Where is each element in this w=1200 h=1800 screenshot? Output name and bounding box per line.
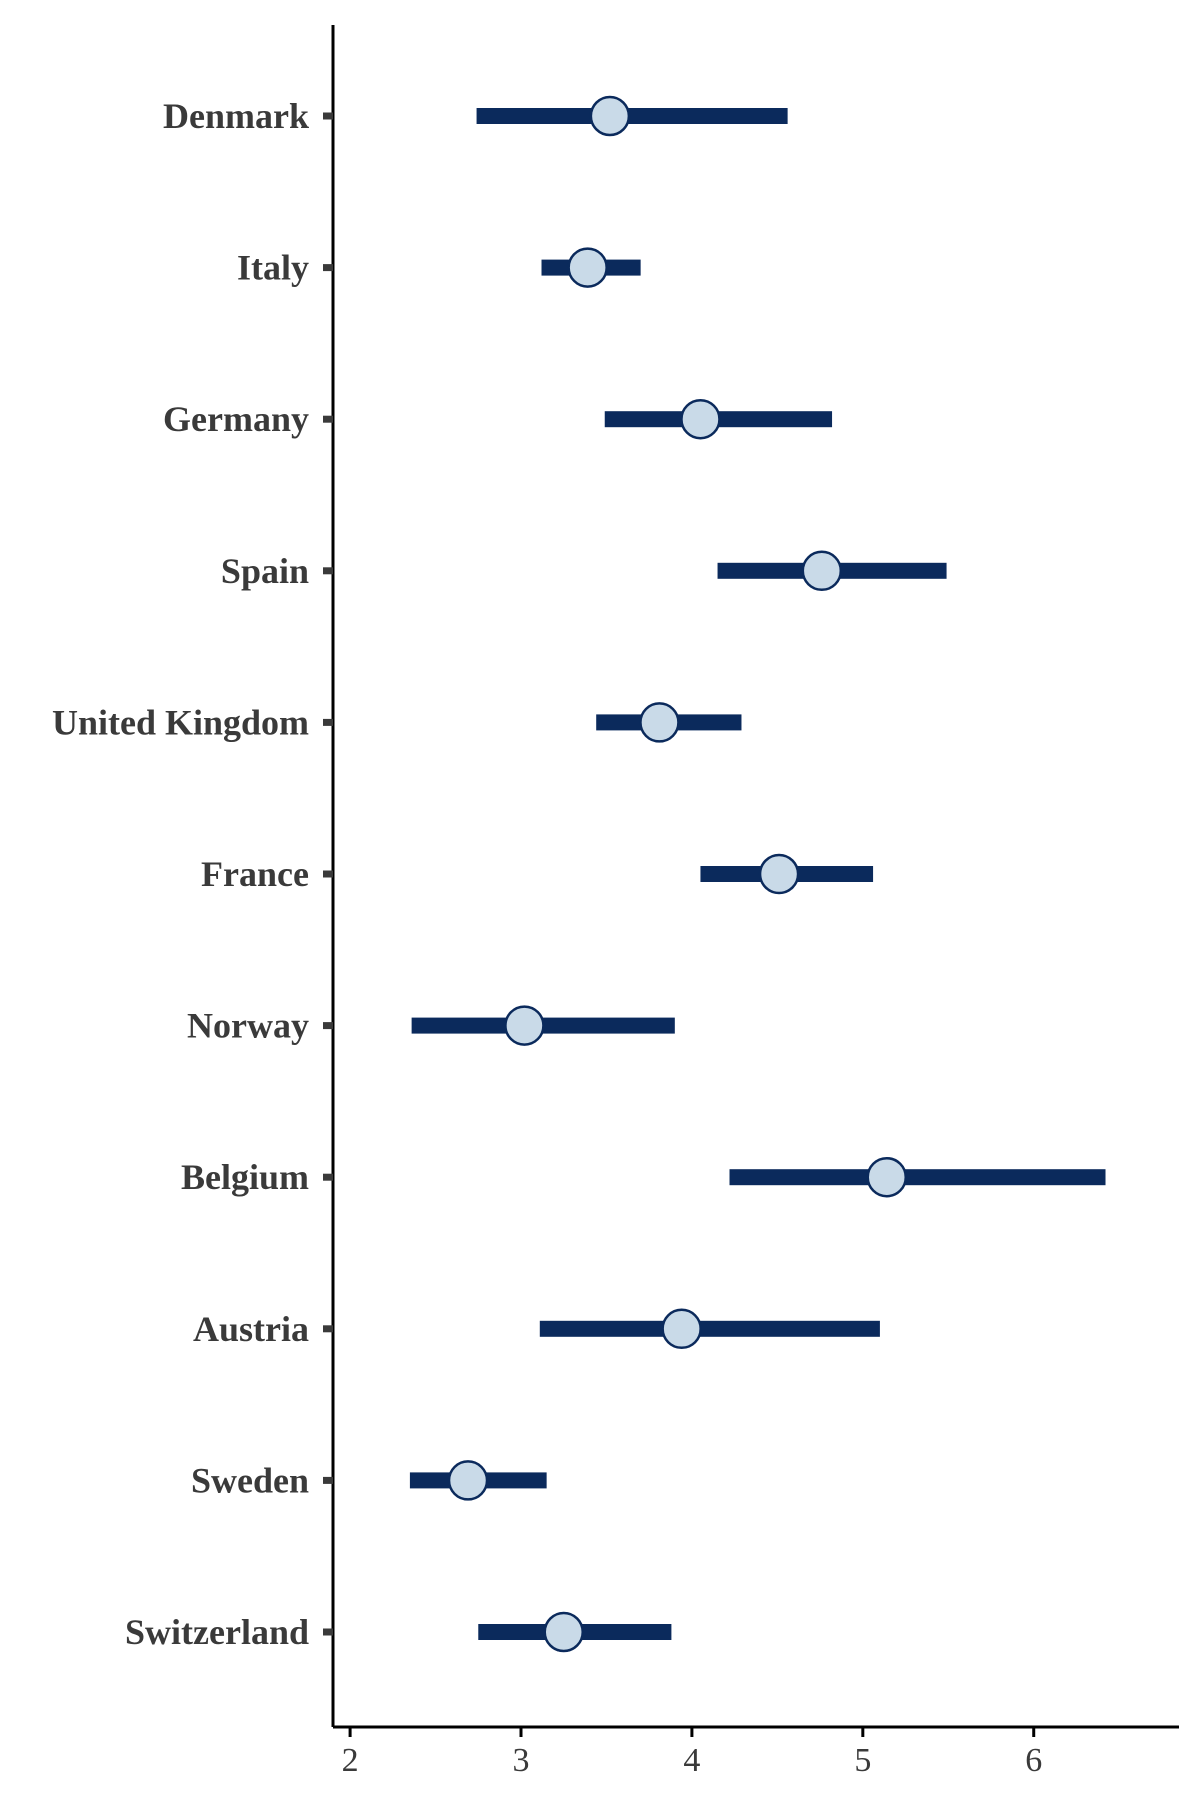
x-tick-label: 2 (342, 1742, 359, 1779)
y-tick-label: Belgium (181, 1157, 309, 1197)
y-tick-label: Spain (221, 551, 309, 591)
range-bar (729, 1169, 1106, 1186)
y-tick-label: Austria (193, 1309, 309, 1349)
estimate-point (589, 95, 631, 137)
estimate-point (447, 1460, 489, 1501)
estimate-point (639, 702, 680, 743)
range-bar (539, 1320, 880, 1337)
estimate-point (504, 1005, 545, 1046)
estimate-point (661, 1308, 702, 1350)
y-tick-label: Germany (163, 399, 309, 439)
x-tick-label: 3 (513, 1742, 530, 1779)
y-tick-label: Sweden (191, 1460, 309, 1500)
estimate-point (567, 247, 608, 288)
x-tick-label: 6 (1025, 1742, 1042, 1779)
y-tick-label: Italy (237, 248, 309, 288)
y-tick-label: France (201, 854, 309, 894)
estimate-point (801, 550, 843, 592)
chart-marks: 2 3 4 5 6 Denmark Italy Germany Spain United King… (52, 95, 1106, 1779)
range-bar (476, 108, 788, 124)
x-tick-label: 5 (854, 1742, 871, 1779)
estimate-point (680, 398, 721, 440)
y-tick-label: Switzerland (125, 1612, 309, 1652)
estimate-point (543, 1611, 584, 1653)
y-tick-label: Denmark (163, 96, 309, 136)
y-tick-label: Norway (187, 1006, 309, 1046)
x-tick-label: 4 (683, 1742, 700, 1779)
estimate-point (758, 853, 800, 895)
y-tick-label: United Kingdom (52, 702, 309, 742)
estimate-point (866, 1156, 907, 1198)
